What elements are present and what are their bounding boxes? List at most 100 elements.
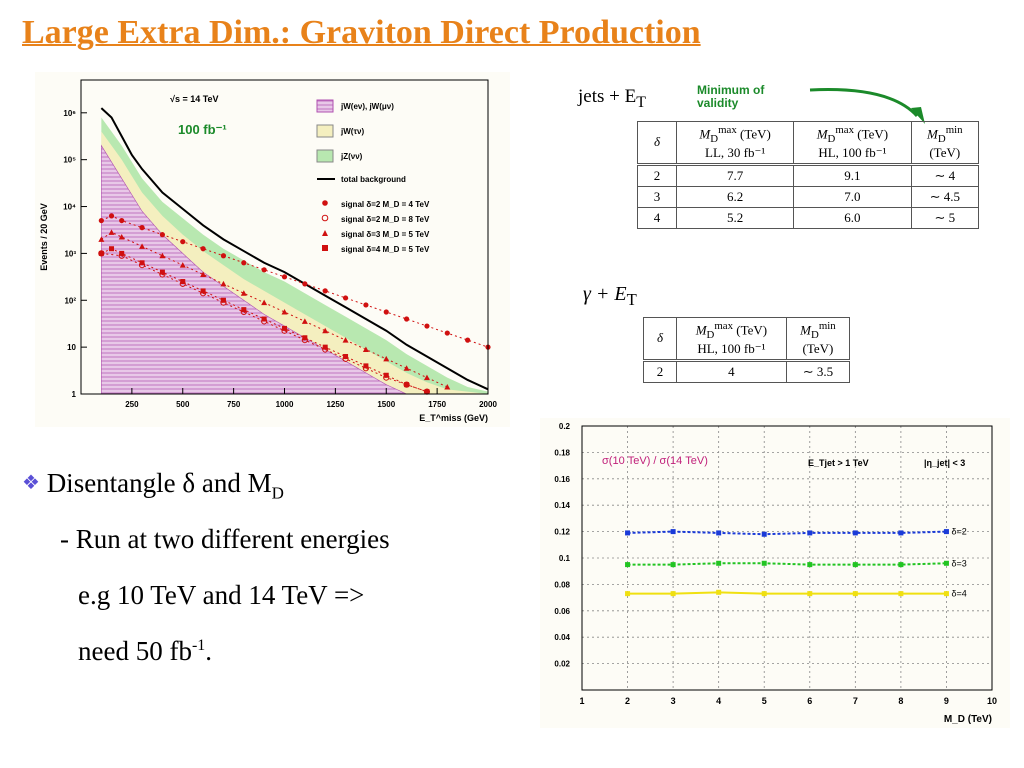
data-point	[444, 330, 450, 336]
data-point	[898, 530, 904, 536]
data-point	[852, 591, 858, 597]
chart2-frame	[581, 425, 993, 691]
data-point	[943, 560, 949, 566]
jets-met-label-sub: T	[636, 93, 646, 111]
data-point	[109, 246, 115, 252]
jets-met-label: jets + ET	[578, 86, 646, 112]
data-point	[220, 253, 227, 259]
data-point	[98, 250, 105, 257]
x-tick-label: 10	[987, 696, 997, 706]
data-point	[261, 267, 267, 273]
data-point	[200, 246, 206, 252]
data-point	[200, 271, 207, 277]
series-line	[627, 562, 947, 566]
jets-header-mdmin: MDmin (TeV)	[910, 121, 980, 165]
legend-label: jW(eν), jW(μν)	[340, 102, 394, 111]
data-point	[302, 335, 308, 341]
chart2-title: σ(10 TeV) / σ(14 TeV)	[602, 455, 708, 467]
data-point	[281, 308, 288, 315]
data-point	[159, 232, 165, 238]
data-point	[761, 591, 767, 597]
bullet-line-4-text: need 50 fb	[78, 636, 192, 666]
gamma-table-header-row: δ MDmax (TeV) HL, 100 fb⁻¹ MDmin (TeV)	[643, 317, 851, 361]
diamond-bullet-icon: ❖	[22, 472, 40, 494]
validity-arrow-icon	[809, 88, 925, 124]
table-cell: 4	[676, 359, 787, 383]
data-point	[625, 591, 631, 597]
gamma-met-label-text: γ + E	[583, 283, 627, 305]
x-tick-label: 6	[807, 696, 812, 706]
data-point	[670, 591, 676, 597]
legend-label: signal δ=2 M_D = 8 TeV	[341, 215, 430, 224]
data-point	[670, 562, 676, 568]
table-cell: ∼ 4.5	[910, 185, 980, 208]
legend-label: total background	[341, 175, 406, 184]
data-point	[98, 236, 105, 242]
legend-label: signal δ=4 M_D = 5 TeV	[341, 245, 430, 254]
table-cell: 7.0	[793, 185, 912, 208]
data-point	[423, 374, 430, 381]
bullet-line-3: e.g 10 TeV and 14 TeV =>	[78, 580, 365, 610]
y-tick-label: 0.2	[559, 422, 571, 431]
data-point	[139, 225, 145, 231]
y-tick-label: 0.02	[554, 660, 570, 669]
slide-title: Large Extra Dim.: Graviton Direct Produc…	[22, 14, 701, 51]
table-cell: 7.7	[675, 163, 795, 187]
table-row: 4 5.2 6.0 ∼ 5	[637, 206, 980, 229]
jets-table-header-row: δ MDmax (TeV) LL, 30 fb⁻¹ MDmax (TeV) HL, …	[637, 121, 980, 165]
data-point	[342, 295, 349, 301]
x-axis-label: E_T^miss (GeV)	[419, 413, 488, 423]
legend-label: signal δ=3 M_D = 5 TeV	[341, 230, 430, 239]
data-point	[180, 279, 186, 285]
data-point	[761, 531, 767, 537]
data-point	[444, 383, 451, 390]
data-point	[898, 591, 904, 597]
total-background-line	[100, 107, 489, 391]
data-point	[424, 323, 430, 329]
table-cell: 6.2	[675, 185, 795, 208]
y-tick-label: 10	[67, 343, 76, 352]
data-point	[807, 530, 813, 536]
y-tick-label: 0.14	[554, 501, 570, 510]
x-tick-label: 1000	[276, 400, 294, 409]
cross-section-ratio-chart: 1 2 3 4 5 6 7 8 9 10 0.02 0.04 0.06 0.08 0.1 0.12 0.14 0.…	[540, 418, 1010, 728]
bullet-main-sub: D	[271, 483, 284, 503]
chart2-background	[540, 418, 1010, 728]
data-point	[716, 560, 722, 566]
data-point	[200, 288, 206, 294]
x-tick-label: 4	[716, 696, 721, 706]
legend-swatch	[322, 200, 328, 206]
data-point	[807, 562, 813, 568]
data-point	[424, 389, 430, 395]
jet-et-annotation: E_Tjet > 1 TeV	[808, 458, 869, 468]
y-tick-label: 10⁶	[63, 109, 76, 118]
data-point	[281, 274, 288, 280]
y-tick-label: 10²	[64, 296, 76, 305]
data-point	[322, 288, 328, 294]
background-spectrum-chart: 250 500 750 1000 1250 1500 1750 2000 1 10 10² 10³ 10…	[35, 72, 510, 427]
legend-label: jW(τν)	[340, 127, 364, 136]
y-tick-label: 0.16	[554, 475, 570, 484]
table-cell: 3	[637, 185, 677, 208]
table-cell: ∼ 5	[910, 206, 980, 229]
x-tick-label: 3	[671, 696, 676, 706]
bullet-line-2: - Run at two different energies	[60, 524, 390, 554]
data-point	[118, 234, 125, 240]
table-row: 2 4 ∼ 3.5	[643, 359, 851, 383]
x-tick-label: 7	[853, 696, 858, 706]
data-point	[852, 530, 858, 536]
data-point	[625, 530, 631, 536]
table-cell: 9.1	[793, 163, 912, 187]
legend-swatch	[321, 214, 329, 222]
x-tick-label: 500	[176, 400, 190, 409]
table-cell: 2	[637, 163, 677, 187]
x-tick-label: 2000	[479, 400, 497, 409]
energy-annotation: √s = 14 TeV	[170, 94, 219, 104]
y-tick-label: 0.06	[554, 607, 570, 616]
x-tick-label: 1250	[326, 400, 344, 409]
data-point	[261, 299, 268, 306]
x-tick-label: 2	[625, 696, 630, 706]
data-point	[625, 562, 631, 568]
y-tick-label: 1	[72, 390, 77, 399]
table-row: 2 7.7 9.1 ∼ 4	[637, 163, 980, 187]
